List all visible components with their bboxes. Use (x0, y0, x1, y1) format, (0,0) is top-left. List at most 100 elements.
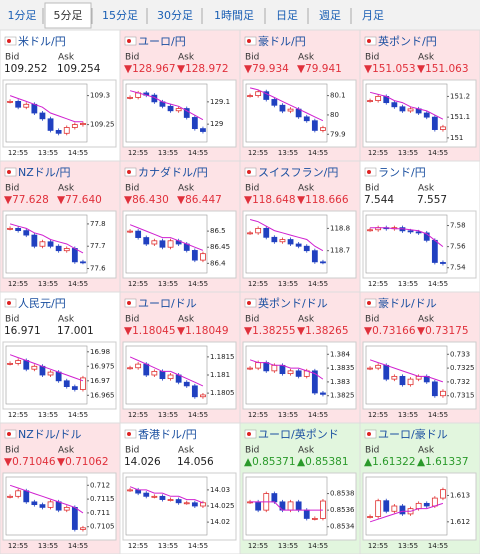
candle-body (167, 105, 174, 112)
candle-body (383, 364, 390, 380)
tab-label[interactable]: 1分足 (8, 9, 37, 22)
candle-body (159, 240, 166, 248)
pair-name[interactable]: ユーロ/豪ドル (378, 427, 448, 441)
bid-value: 109.252 (4, 63, 47, 75)
tab[interactable] (94, 3, 146, 28)
time-label: 14:55 (428, 149, 448, 157)
candle-body (423, 502, 430, 507)
plot-frame (245, 214, 328, 274)
pair-name[interactable]: NZドル/円 (18, 166, 70, 179)
pair-name[interactable]: 英ポンド/円 (378, 34, 437, 48)
candle-body (303, 245, 310, 252)
candle-body (311, 518, 318, 520)
flag-icon-dot (247, 170, 251, 174)
y-tick-label: 77.6 (90, 265, 106, 273)
candle-body (391, 375, 398, 380)
y-tick-label: 7.56 (450, 243, 466, 251)
candle-body (367, 516, 373, 518)
plot-frame (245, 83, 328, 143)
bid-value: ▲1.61322 (364, 456, 416, 468)
candle-body (255, 91, 262, 96)
time-label: 14:55 (188, 149, 208, 157)
candle-body (407, 230, 414, 233)
candle-body (15, 101, 22, 108)
candle-body (367, 367, 373, 370)
pair-name[interactable]: カナダドル/円 (138, 165, 208, 179)
tab-label[interactable]: 15分足 (102, 9, 138, 22)
plot-frame (5, 476, 88, 536)
flag-icon-dot (247, 301, 251, 305)
plot-frame (125, 214, 208, 274)
candle-body (127, 489, 133, 492)
pair-name[interactable]: 米ドル/円 (18, 35, 66, 48)
y-tick-label: 1.181 (210, 371, 230, 379)
y-tick-label: 129 (210, 120, 223, 128)
moving-average (129, 356, 204, 387)
candle-body (175, 499, 182, 504)
y-tick-label: 7.54 (450, 264, 466, 272)
tab[interactable] (2, 3, 42, 28)
candle-body (15, 490, 22, 497)
moving-average (250, 501, 323, 511)
tab-label[interactable]: 日足 (276, 9, 298, 22)
tab[interactable] (149, 3, 201, 28)
candle-body (263, 227, 270, 238)
candle-body (71, 124, 78, 128)
tab-label[interactable]: 週足 (319, 9, 341, 22)
y-tick-label: 1.384 (330, 350, 351, 358)
tab[interactable] (204, 3, 264, 28)
pair-name[interactable]: ユーロ/円 (138, 35, 186, 48)
y-tick-label: 80.1 (330, 92, 346, 100)
candle-body (375, 364, 382, 369)
flag-icon-dot (7, 301, 11, 305)
time-label: 13:55 (278, 542, 298, 550)
tab[interactable] (310, 3, 350, 28)
tab-label[interactable]: 月足 (362, 9, 384, 22)
candle-body (159, 495, 166, 500)
bid-label: Bid (365, 53, 379, 63)
candle-body (431, 381, 438, 397)
tab-label[interactable]: 5分足 (54, 9, 83, 22)
candle-body (200, 502, 206, 507)
candle-body (55, 371, 62, 382)
candle-body (440, 126, 446, 130)
pair-name[interactable]: 英ポンド/ドル (258, 296, 328, 310)
y-tick-label: 0.8538 (330, 490, 355, 498)
candle-body (263, 91, 270, 100)
plot-frame (365, 345, 448, 405)
candle-body (143, 492, 150, 497)
pair-name[interactable]: ランド/円 (378, 166, 426, 179)
ask-value: ▼77.640 (57, 194, 102, 206)
plot-frame (5, 345, 88, 405)
y-tick-label: 0.8534 (330, 523, 355, 531)
bid-value: 14.026 (124, 456, 161, 468)
candle-body (255, 362, 262, 369)
ask-label: Ask (418, 184, 435, 194)
ask-value: ▼79.941 (297, 63, 342, 75)
y-tick-label: 1.613 (450, 491, 470, 499)
tab[interactable] (44, 2, 92, 29)
time-label: 14:55 (308, 280, 328, 288)
pair-name[interactable]: 香港ドル/円 (138, 428, 197, 441)
bid-value: ▲0.85371 (244, 456, 296, 468)
pair-name[interactable]: 人民元/円 (18, 297, 66, 310)
ask-value: ▼0.73175 (417, 325, 469, 337)
pair-name[interactable]: NZドル/ドル (18, 428, 81, 441)
tab[interactable] (267, 3, 307, 28)
moving-average (9, 95, 83, 123)
ask-label: Ask (418, 446, 435, 456)
time-label: 12:55 (368, 411, 388, 419)
tab[interactable] (353, 3, 393, 28)
candle-body (255, 227, 262, 234)
pair-name[interactable]: スイスフラン/円 (258, 166, 338, 179)
tab-label[interactable]: 30分足 (157, 9, 193, 22)
pair-name[interactable]: 豪ドル/円 (258, 34, 306, 48)
pair-name[interactable]: ユーロ/ドル (138, 297, 197, 310)
time-label: 14:55 (308, 542, 328, 550)
candle-body (167, 374, 174, 380)
tab-label[interactable]: 1時間足 (214, 9, 254, 22)
candle-body (55, 129, 62, 134)
pair-name[interactable]: ユーロ/英ポンド (258, 427, 339, 441)
pair-name[interactable]: 豪ドル/ドル (378, 296, 437, 310)
candle-body (287, 108, 294, 112)
